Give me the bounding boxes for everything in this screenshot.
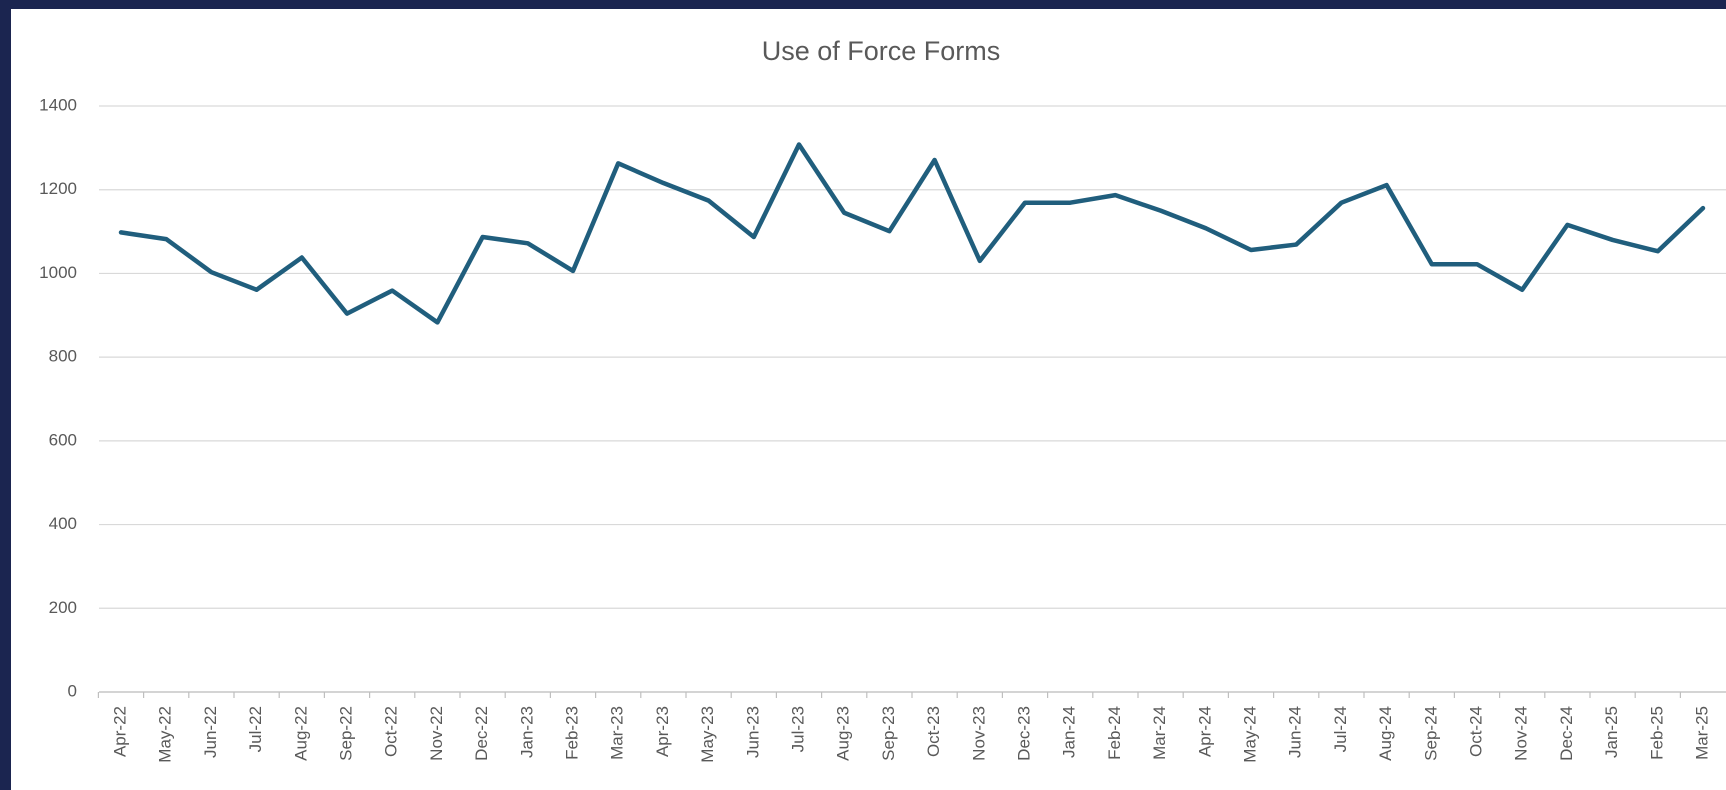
x-tick-label: Mar-25 (1692, 706, 1711, 760)
y-tick-label: 400 (49, 514, 77, 533)
y-tick-label: 800 (49, 347, 77, 366)
x-tick-label: Dec-22 (472, 706, 491, 761)
x-tick-label: Jan-23 (517, 706, 536, 758)
x-tick-label: Jul-22 (246, 706, 265, 752)
x-tick-label: Aug-22 (291, 706, 310, 761)
y-tick-label: 0 (68, 681, 77, 700)
x-tick-label: Nov-22 (427, 706, 446, 761)
x-tick-label: Feb-23 (562, 706, 581, 760)
x-tick-label: May-23 (698, 706, 717, 763)
y-tick-label: 600 (49, 430, 77, 449)
x-tick-label: Dec-24 (1557, 706, 1576, 761)
x-tick-label: May-24 (1240, 706, 1259, 763)
x-tick-label: Apr-24 (1195, 706, 1214, 757)
y-tick-label: 1400 (39, 95, 77, 114)
x-tick-label: Dec-23 (1014, 706, 1033, 761)
x-tick-label: Jan-24 (1060, 706, 1079, 758)
x-tick-label: Apr-22 (110, 706, 129, 757)
x-tick-label: Jun-22 (201, 706, 220, 758)
x-tick-label: Sep-24 (1421, 706, 1440, 761)
chart-panel (11, 9, 1726, 790)
x-tick-label: Jan-25 (1602, 706, 1621, 758)
x-tick-label: Jun-24 (1286, 706, 1305, 758)
x-tick-label: Sep-23 (879, 706, 898, 761)
x-tick-label: Mar-23 (608, 706, 627, 760)
x-tick-label: Oct-22 (382, 706, 401, 757)
x-tick-label: Nov-23 (969, 706, 988, 761)
x-tick-label: Feb-25 (1647, 706, 1666, 760)
x-tick-label: Aug-24 (1376, 706, 1395, 761)
x-tick-label: Jun-23 (743, 706, 762, 758)
x-tick-label: Oct-23 (924, 706, 943, 757)
x-tick-label: Apr-23 (653, 706, 672, 757)
x-tick-label: Oct-24 (1466, 706, 1485, 757)
x-tick-label: Aug-23 (834, 706, 853, 761)
y-tick-label: 1000 (39, 263, 77, 282)
x-tick-label: Sep-22 (336, 706, 355, 761)
x-tick-label: Jul-23 (788, 706, 807, 752)
y-tick-label: 200 (49, 598, 77, 617)
x-tick-label: Feb-24 (1105, 706, 1124, 760)
x-tick-label: May-22 (156, 706, 175, 763)
data-line (118, 142, 1706, 325)
x-tick-label: Nov-24 (1512, 706, 1531, 761)
x-tick-label: Mar-24 (1150, 706, 1169, 760)
chart-title: Use of Force Forms (762, 36, 1001, 66)
y-tick-label: 1200 (39, 179, 77, 198)
x-tick-label: Jul-24 (1331, 706, 1350, 752)
